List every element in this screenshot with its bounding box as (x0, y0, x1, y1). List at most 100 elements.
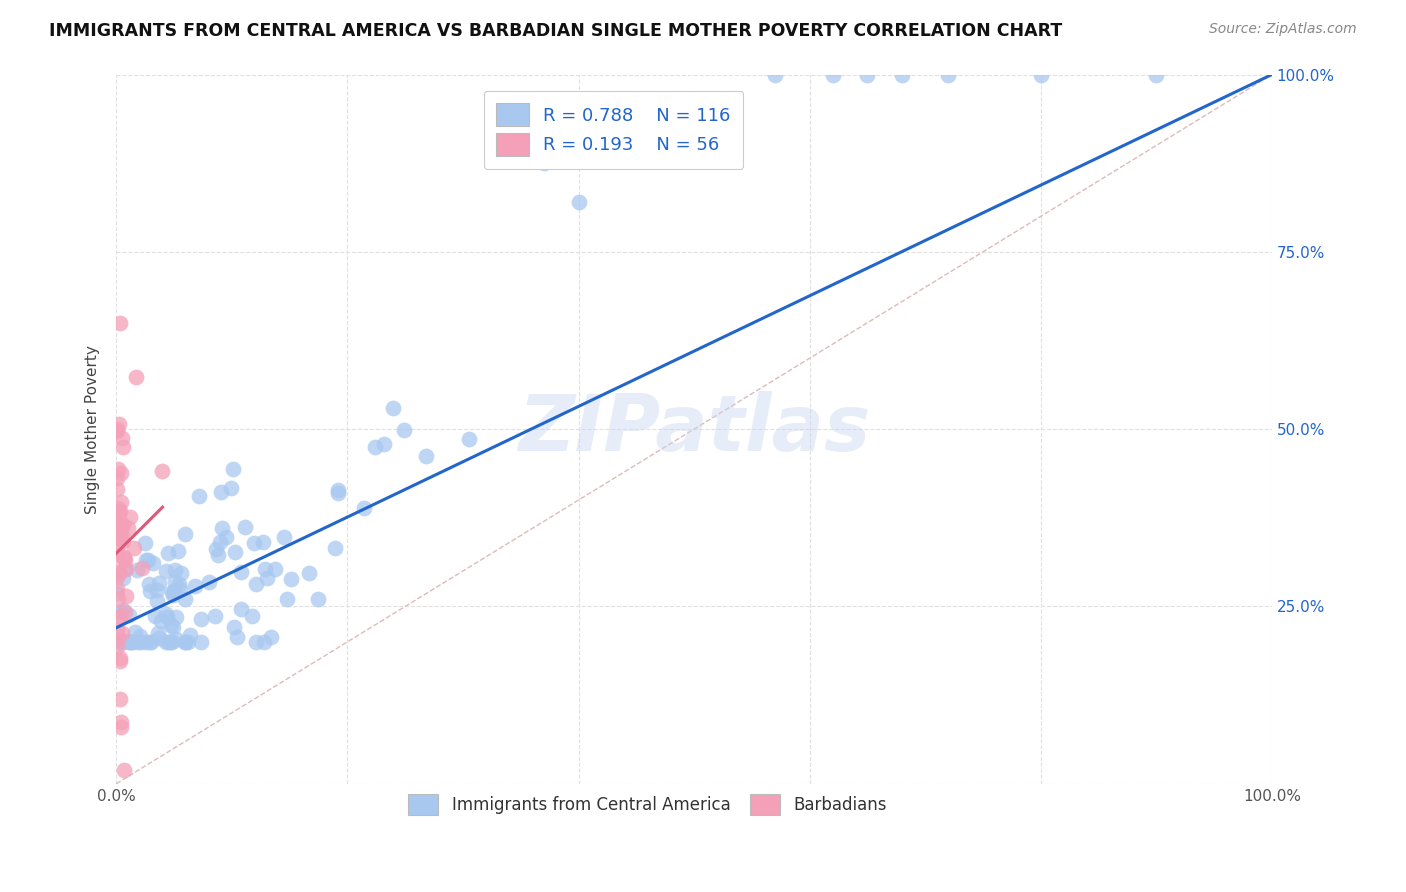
Point (209, 485, 232, 500)
Point (162, 620, 184, 634)
Point (129, 628, 152, 642)
Point (298, 566, 321, 580)
Point (107, 564, 129, 578)
Point (165, 610, 187, 624)
Point (163, 583, 186, 598)
Point (156, 546, 179, 560)
Point (112, 635, 135, 649)
Point (107, 632, 129, 646)
Point (118, 607, 141, 622)
Point (143, 608, 166, 623)
Point (856, 68, 879, 82)
Point (110, 650, 132, 665)
Point (108, 609, 131, 624)
Point (209, 534, 232, 549)
Point (224, 545, 246, 559)
Point (111, 626, 134, 640)
Point (155, 635, 177, 649)
Point (135, 635, 157, 649)
Point (219, 481, 242, 495)
Point (166, 544, 188, 558)
Point (188, 489, 211, 503)
Point (110, 494, 132, 508)
Point (105, 548, 128, 562)
Point (155, 607, 177, 621)
Point (146, 594, 169, 608)
Point (108, 505, 131, 519)
Point (326, 483, 349, 497)
Point (364, 441, 387, 455)
Point (112, 763, 135, 777)
Point (245, 635, 267, 649)
Point (110, 720, 132, 734)
Legend: Immigrants from Central America, Barbadians: Immigrants from Central America, Barbadi… (398, 784, 897, 825)
Point (821, 68, 844, 82)
Point (198, 575, 221, 590)
Point (112, 634, 135, 648)
Point (105, 482, 128, 496)
Point (105, 422, 128, 436)
Point (245, 577, 267, 591)
Point (382, 401, 405, 416)
Point (105, 570, 128, 584)
Point (135, 552, 157, 566)
Text: Source: ZipAtlas.com: Source: ZipAtlas.com (1209, 22, 1357, 37)
Point (160, 618, 183, 632)
Point (169, 582, 191, 597)
Point (159, 635, 181, 649)
Point (108, 511, 131, 525)
Point (117, 521, 139, 535)
Point (276, 592, 298, 607)
Point (105, 640, 128, 655)
Point (107, 612, 129, 626)
Point (160, 585, 183, 599)
Point (141, 556, 163, 570)
Point (1144, 68, 1167, 82)
Point (252, 635, 274, 649)
Point (112, 550, 135, 565)
Point (108, 654, 131, 668)
Point (252, 535, 274, 549)
Point (173, 635, 195, 649)
Point (156, 635, 179, 649)
Point (122, 635, 145, 649)
Point (167, 576, 190, 591)
Point (165, 564, 187, 578)
Point (177, 635, 200, 649)
Point (115, 589, 138, 603)
Point (118, 635, 141, 649)
Point (264, 562, 287, 576)
Point (134, 536, 156, 550)
Point (108, 524, 131, 539)
Point (392, 423, 415, 437)
Point (115, 562, 138, 576)
Point (139, 635, 162, 649)
Point (138, 577, 160, 591)
Point (215, 530, 238, 544)
Point (122, 541, 145, 556)
Point (127, 563, 149, 577)
Point (174, 635, 197, 649)
Point (107, 417, 129, 432)
Text: ZIPatlas: ZIPatlas (517, 391, 870, 467)
Point (169, 566, 191, 580)
Point (1029, 68, 1052, 82)
Point (260, 630, 283, 644)
Point (148, 631, 170, 645)
Point (107, 635, 129, 649)
Point (936, 68, 959, 82)
Point (107, 530, 129, 544)
Point (150, 464, 173, 478)
Point (256, 571, 278, 585)
Y-axis label: Single Mother Poverty: Single Mother Poverty (86, 344, 100, 514)
Point (173, 527, 195, 541)
Point (108, 532, 131, 546)
Point (114, 553, 136, 567)
Point (105, 623, 128, 637)
Point (139, 635, 162, 649)
Point (222, 462, 245, 476)
Point (567, 195, 589, 210)
Point (111, 528, 134, 542)
Point (105, 542, 128, 557)
Point (110, 431, 132, 445)
